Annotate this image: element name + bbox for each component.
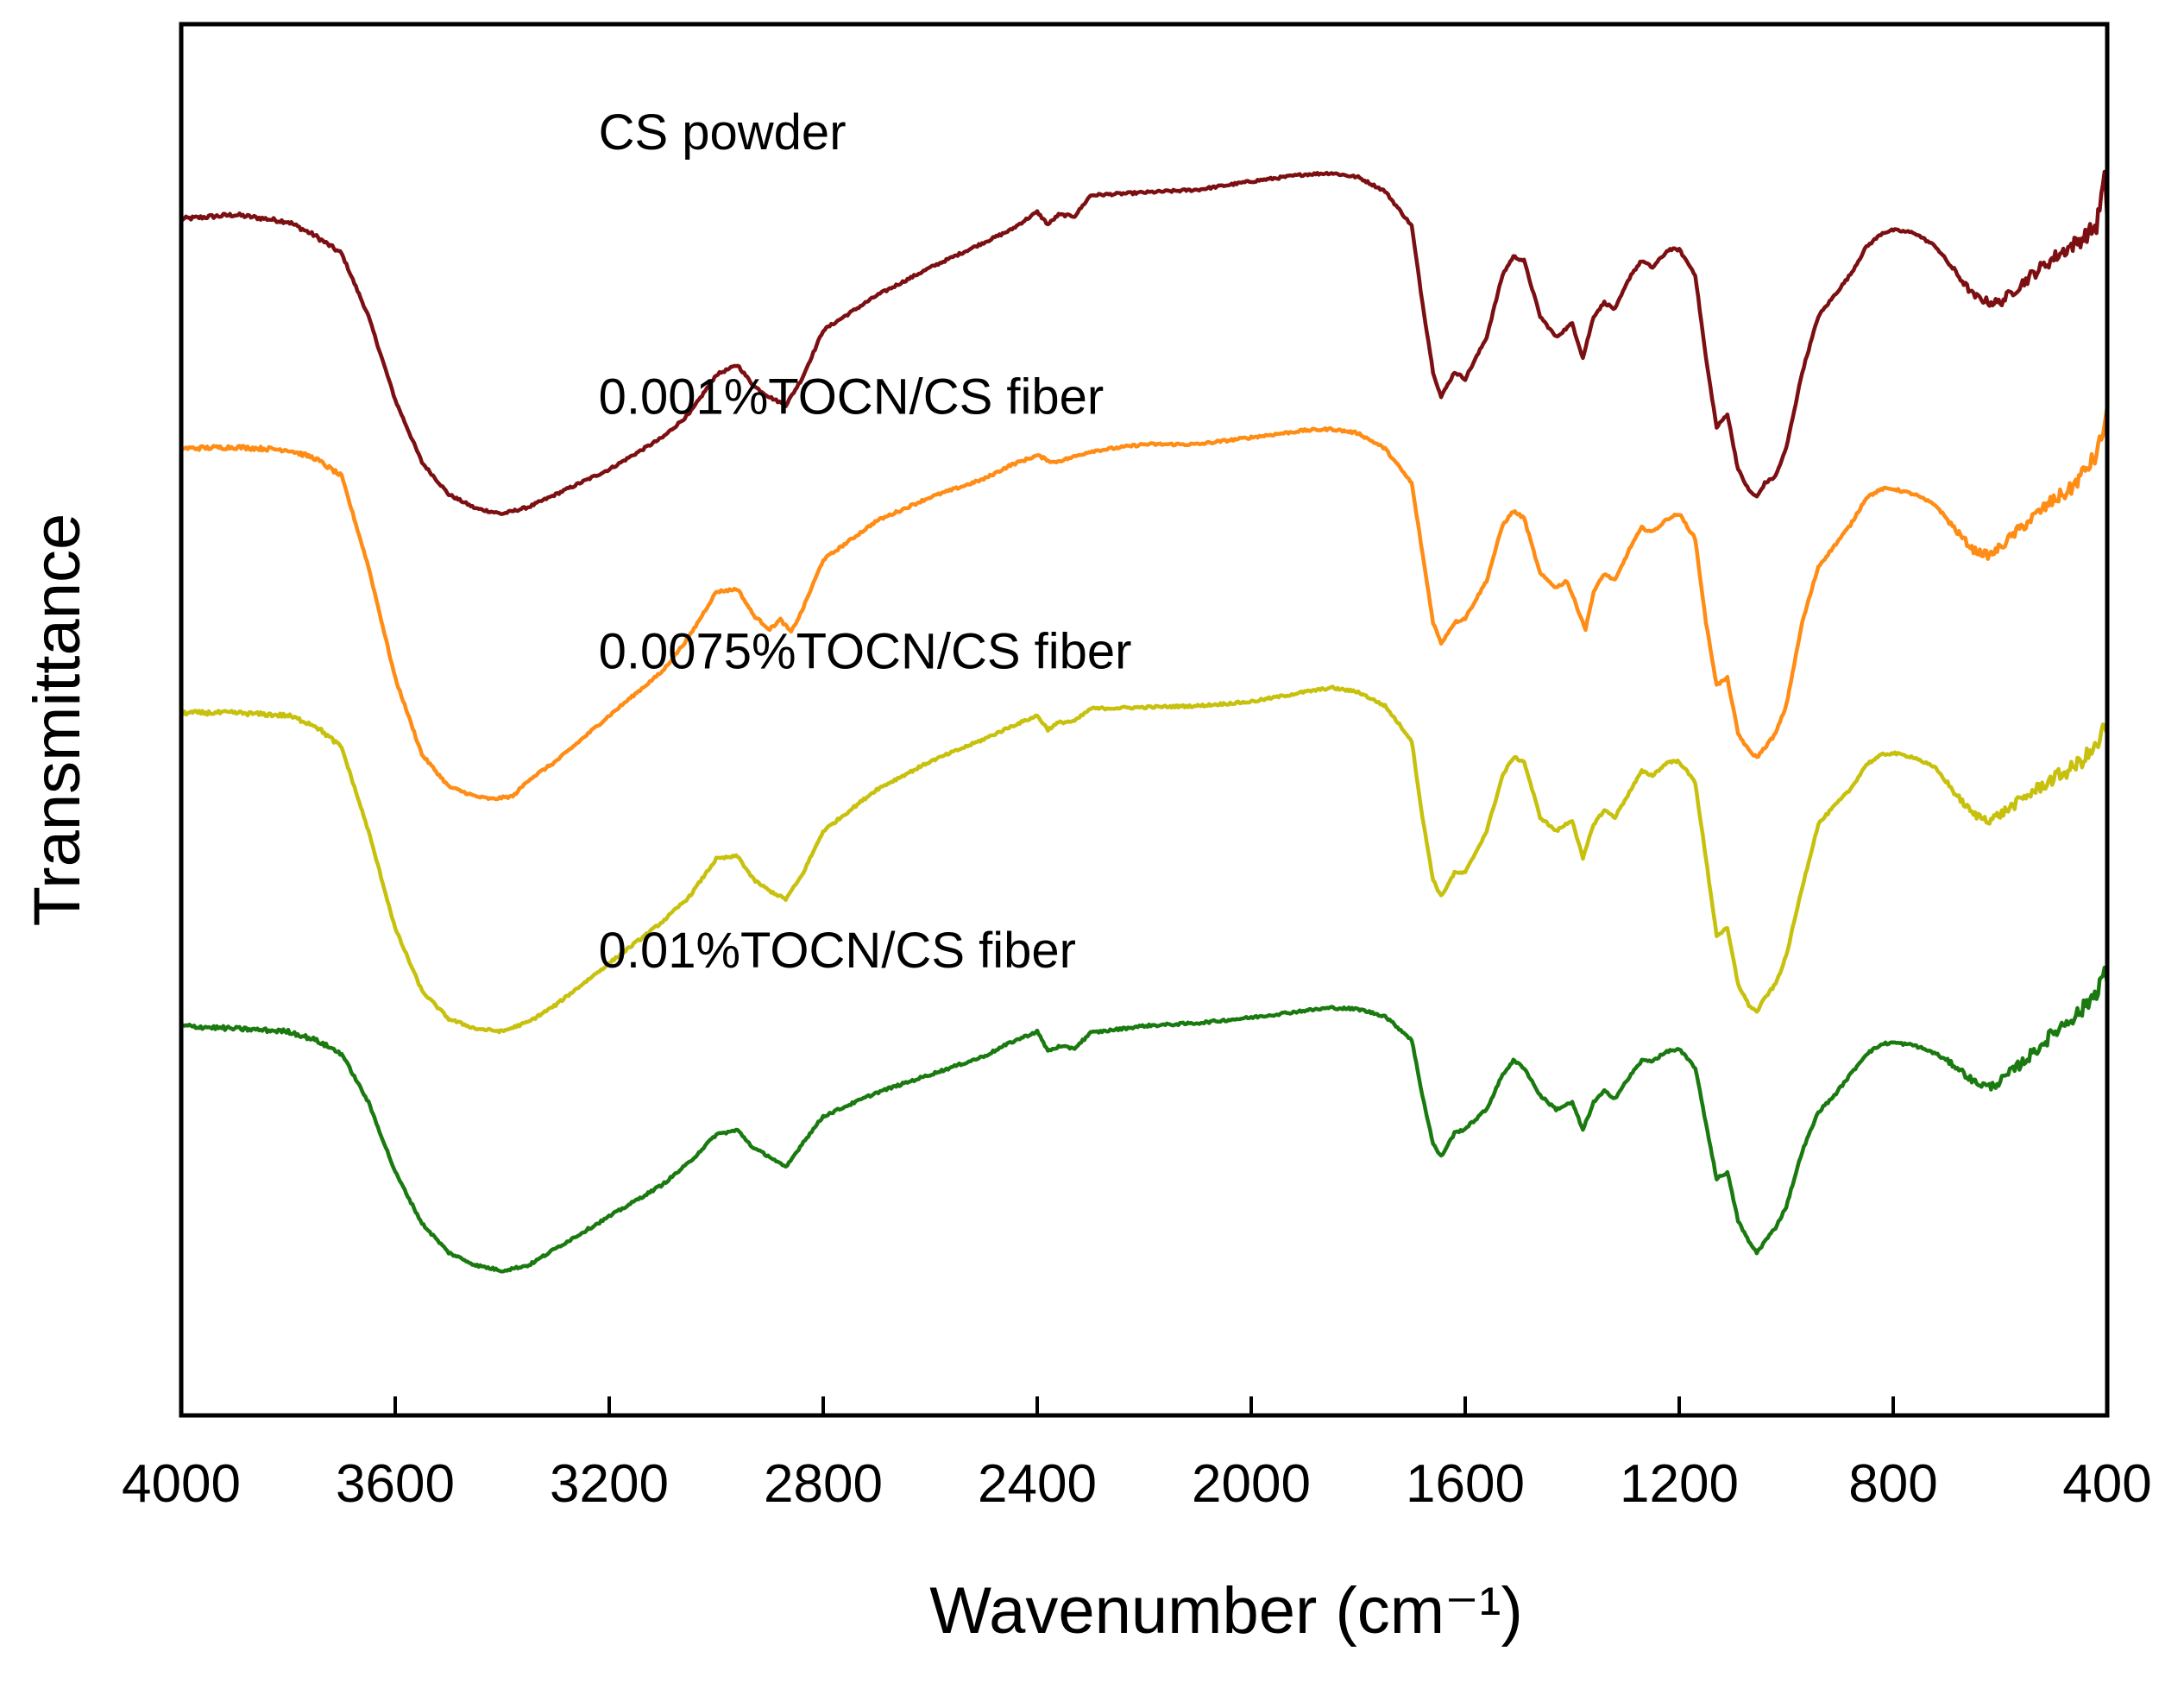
series-line-3 [179, 684, 2110, 1035]
x-tick-label: 1200 [1620, 1454, 1739, 1514]
series-line-4 [180, 965, 2110, 1274]
plot-area-frame [179, 22, 2110, 1418]
series-line-1 [179, 169, 2110, 516]
series-labels: CS powder 0.001%TOCN/CS fiber 0.0075%TOCN/… [599, 104, 1132, 979]
x-tick-label: 1600 [1406, 1454, 1525, 1514]
x-tick-label: 2000 [1192, 1454, 1311, 1514]
x-tick-label: 400 [2062, 1454, 2151, 1514]
x-tick-label: 2400 [978, 1454, 1097, 1514]
series-label-3: 0.0075%TOCN/CS fiber [599, 623, 1132, 679]
x-tick-label: 4000 [122, 1454, 241, 1514]
x-tick-label: 800 [1848, 1454, 1937, 1514]
x-tick-label: 3600 [336, 1454, 455, 1514]
series-label-2: 0.001%TOCN/CS fiber [599, 369, 1105, 425]
series-layer [179, 169, 2110, 1274]
series-label-4: 0.01%TOCN/CS fiber [599, 923, 1076, 979]
series-label-1: CS powder [599, 104, 847, 161]
x-axis-ticks: 4000 3600 3200 2800 2400 2000 1600 1200 800 400 [122, 1396, 2152, 1514]
x-axis-title: Wavenumber (cm⁻¹) [929, 1574, 1523, 1648]
y-axis-title: Transmittance [21, 514, 94, 927]
x-tick-label: 3200 [550, 1454, 669, 1514]
x-tick-label: 2800 [764, 1454, 883, 1514]
series-line-2 [179, 406, 2110, 802]
